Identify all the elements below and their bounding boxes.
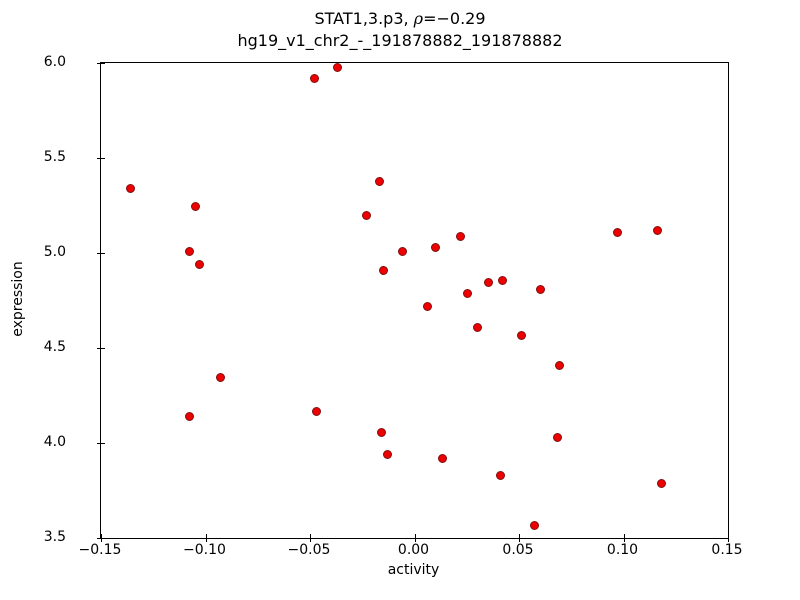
rho-value: =−0.29 — [423, 9, 486, 28]
data-point — [483, 277, 493, 287]
x-tick-mark-inner — [310, 534, 311, 538]
x-tick-mark — [205, 538, 207, 542]
y-tick-mark — [97, 253, 101, 254]
data-point — [374, 176, 384, 186]
data-point — [184, 412, 194, 422]
x-tick-label: −0.10 — [183, 542, 226, 558]
y-tick-mark-inner — [101, 538, 105, 539]
data-point — [216, 372, 226, 382]
rho-symbol: ρ — [413, 9, 424, 28]
data-point — [379, 266, 389, 276]
data-point — [473, 323, 483, 333]
y-tick-mark-inner — [101, 253, 105, 254]
data-point — [496, 471, 506, 481]
x-tick-label: −0.05 — [287, 542, 331, 558]
x-tick-mark — [728, 538, 729, 542]
y-tick-mark-inner — [101, 63, 105, 64]
x-tick-mark — [519, 538, 520, 542]
data-point — [377, 427, 387, 437]
y-tick-mark — [97, 538, 101, 539]
data-point — [456, 231, 466, 241]
y-tick-label: 5.5 — [43, 149, 66, 165]
x-tick-label: 0.05 — [502, 542, 534, 558]
y-tick-mark — [97, 348, 101, 349]
y-tick-mark-inner — [101, 158, 105, 159]
data-point — [535, 285, 545, 295]
x-tick-label: 0.00 — [397, 542, 430, 558]
data-point — [362, 211, 372, 220]
data-point — [431, 243, 441, 253]
data-point — [517, 330, 527, 340]
data-point — [552, 433, 562, 443]
data-point — [613, 228, 623, 238]
data-point — [554, 361, 564, 371]
x-tick-label: 0.10 — [606, 542, 639, 558]
chart-title-line-2: hg19_v1_chr2_-_191878882_191878882 — [237, 31, 563, 50]
x-tick-mark-inner — [519, 534, 520, 538]
y-tick-label: 4.0 — [43, 434, 66, 450]
plot-area — [97, 62, 729, 542]
data-point — [657, 478, 667, 488]
x-tick-mark-inner — [728, 534, 729, 538]
data-points-layer — [101, 62, 728, 538]
data-point — [652, 226, 662, 236]
y-tick-label: 4.5 — [43, 339, 66, 355]
data-point — [397, 247, 407, 257]
x-axis-label: activity — [387, 562, 440, 578]
data-point — [191, 201, 201, 211]
y-axis-label: expression — [10, 261, 26, 337]
x-tick-mark-inner — [205, 534, 207, 538]
y-tick-mark — [97, 443, 101, 444]
data-point — [126, 184, 136, 194]
y-tick-mark — [97, 63, 101, 64]
x-tick-label: −0.15 — [78, 542, 122, 558]
data-point — [423, 302, 433, 312]
x-tick-mark — [101, 538, 102, 542]
data-point — [195, 260, 205, 270]
y-tick-mark — [97, 158, 101, 159]
y-tick-mark-inner — [101, 348, 105, 349]
y-tick-mark-inner — [101, 443, 105, 444]
data-point — [310, 74, 320, 84]
chart-title-line-1: STAT1,3.p3, ρ=−0.29 — [314, 9, 486, 28]
data-point — [498, 275, 508, 285]
data-point — [333, 62, 343, 72]
y-tick-label: 6.0 — [43, 54, 66, 70]
data-point — [437, 454, 447, 464]
x-tick-mark — [414, 538, 416, 542]
data-point — [462, 288, 472, 298]
x-tick-mark-inner — [414, 534, 416, 538]
data-point — [383, 450, 393, 460]
data-point — [312, 406, 322, 416]
x-tick-mark-inner — [623, 534, 625, 538]
x-tick-mark — [623, 538, 625, 542]
chart-title: STAT1,3.p3, ρ=−0.29 hg19_v1_chr2_-_19187… — [0, 8, 800, 52]
x-tick-mark-inner — [101, 534, 102, 538]
data-point — [184, 247, 194, 257]
x-tick-mark — [310, 538, 311, 542]
data-point — [529, 520, 539, 530]
x-tick-label: 0.15 — [711, 542, 743, 558]
y-tick-label: 5.0 — [43, 244, 66, 260]
y-tick-label: 3.5 — [43, 529, 66, 545]
